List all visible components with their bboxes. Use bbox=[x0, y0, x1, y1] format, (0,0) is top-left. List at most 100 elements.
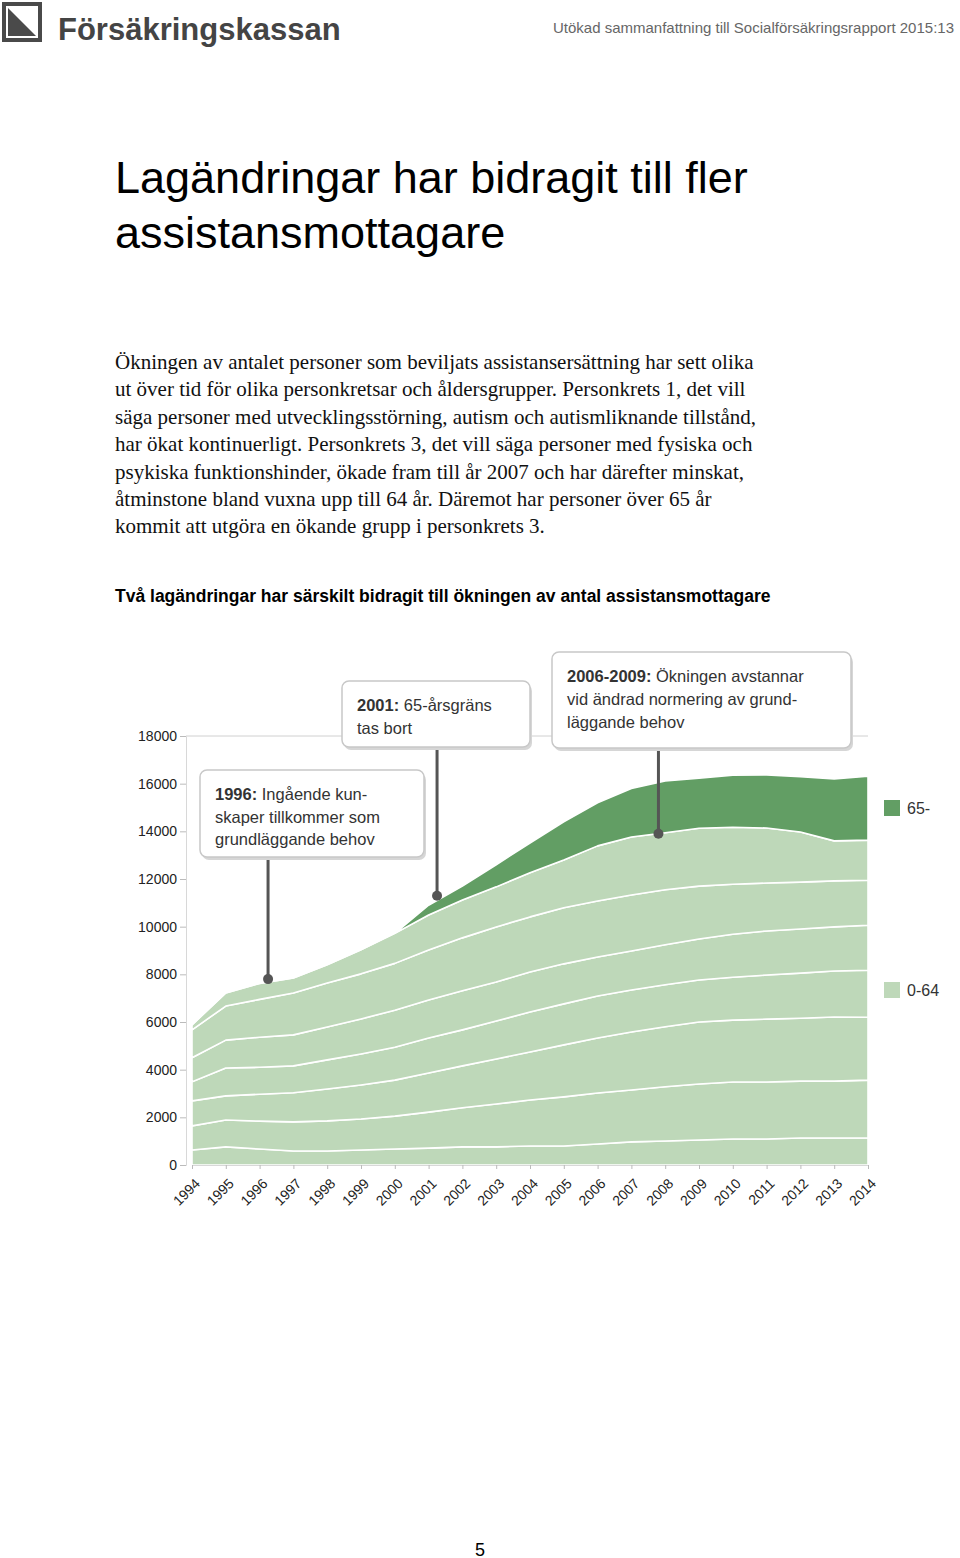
x-tick-label: 1999 bbox=[339, 1175, 372, 1208]
x-tick: 2004 bbox=[508, 1165, 541, 1209]
paragraph-line: säga personer med utvecklingsstörning, a… bbox=[115, 405, 756, 429]
x-tick-mark bbox=[834, 1165, 835, 1169]
legend-label: 0-64 bbox=[907, 982, 939, 999]
x-tick-label: 1995 bbox=[204, 1175, 237, 1208]
x-tick-mark bbox=[361, 1165, 362, 1169]
y-tick-mark bbox=[180, 1117, 186, 1118]
x-tick: 2009 bbox=[677, 1165, 710, 1209]
x-tick-label: 2008 bbox=[643, 1175, 676, 1208]
x-tick-label: 2007 bbox=[609, 1175, 642, 1208]
x-tick-label: 2010 bbox=[711, 1175, 744, 1208]
x-tick-mark bbox=[733, 1165, 734, 1169]
x-tick-mark bbox=[226, 1165, 227, 1169]
x-tick-mark bbox=[699, 1165, 700, 1169]
y-tick-mark bbox=[180, 879, 186, 880]
x-tick: 2014 bbox=[846, 1165, 879, 1209]
x-tick-mark bbox=[800, 1165, 801, 1169]
legend: 65-0-64 bbox=[884, 800, 939, 999]
x-tick-label: 2002 bbox=[440, 1175, 473, 1208]
x-tick: 2013 bbox=[812, 1165, 845, 1209]
logo-text: Försäkringskassan bbox=[58, 12, 341, 47]
annotation-text: tas bort bbox=[357, 719, 412, 737]
chart-title: Två lagändringar har särskilt bidragit t… bbox=[115, 586, 771, 606]
y-tick: 0 bbox=[169, 1157, 186, 1173]
y-tick-mark bbox=[180, 784, 186, 785]
annotation-box bbox=[552, 652, 851, 748]
y-tick-mark bbox=[180, 974, 186, 975]
x-tick-label: 2000 bbox=[373, 1175, 406, 1208]
logo-icon bbox=[4, 4, 40, 40]
y-tick: 2000 bbox=[146, 1109, 186, 1125]
x-tick: 2011 bbox=[745, 1165, 778, 1208]
x-tick-mark bbox=[429, 1165, 430, 1169]
page: Försäkringskassan Utökad sammanfattning t… bbox=[0, 0, 960, 1558]
y-tick: 12000 bbox=[138, 871, 186, 887]
y-tick-label: 2000 bbox=[146, 1109, 177, 1125]
callout-dot bbox=[263, 974, 273, 984]
x-tick-mark bbox=[462, 1165, 463, 1169]
x-tick: 2012 bbox=[778, 1165, 811, 1209]
page-title: Lagändringar har bidragit till fler bbox=[115, 152, 748, 203]
x-tick-label: 2006 bbox=[575, 1175, 608, 1208]
callout-line bbox=[267, 857, 270, 979]
x-tick: 2007 bbox=[609, 1165, 642, 1209]
y-tick-mark bbox=[180, 736, 186, 737]
area-band bbox=[192, 775, 868, 1025]
x-tick-label: 1997 bbox=[271, 1175, 304, 1208]
annotation-text: skaper tillkommer som bbox=[215, 808, 380, 826]
page-title: assistansmottagare bbox=[115, 207, 505, 258]
y-tick-label: 16000 bbox=[138, 776, 177, 792]
x-tick-label: 1996 bbox=[237, 1175, 270, 1208]
paragraph-line: har ökat kontinuerligt. Personkrets 3, d… bbox=[115, 432, 753, 456]
x-tick-mark bbox=[260, 1165, 261, 1169]
x-tick-mark bbox=[327, 1165, 328, 1169]
y-tick-mark bbox=[180, 1022, 186, 1023]
x-tick-label: 2005 bbox=[542, 1175, 575, 1208]
y-axis: 0200040006000800010000120001400016000180… bbox=[138, 728, 186, 1173]
x-tick-label: 2012 bbox=[778, 1175, 811, 1208]
annotation-text: 1996: Ingående kun- bbox=[215, 785, 367, 803]
x-tick: 2006 bbox=[575, 1165, 608, 1209]
y-tick-mark bbox=[180, 831, 186, 832]
y-axis-line bbox=[180, 737, 187, 1166]
y-tick: 6000 bbox=[146, 1014, 186, 1030]
x-tick: 2005 bbox=[542, 1165, 575, 1209]
callout-dot bbox=[432, 891, 442, 901]
annotation-box bbox=[200, 770, 424, 857]
report-name: Utökad sammanfattning till Socialförsäkr… bbox=[553, 19, 954, 36]
x-tick-mark bbox=[598, 1165, 599, 1169]
x-tick-label: 1994 bbox=[170, 1175, 203, 1208]
paragraph-line: ut över tid för olika personkretsar och … bbox=[115, 377, 746, 401]
x-tick-mark bbox=[631, 1165, 632, 1169]
annotation-text: läggande behov bbox=[567, 713, 685, 731]
x-tick-label: 2014 bbox=[846, 1175, 879, 1208]
callout-dot bbox=[653, 829, 663, 839]
y-tick: 4000 bbox=[146, 1062, 186, 1078]
x-tick-mark bbox=[530, 1165, 531, 1169]
x-tick-label: 2011 bbox=[745, 1175, 778, 1208]
callout-line bbox=[657, 748, 660, 834]
x-tick-label: 1998 bbox=[305, 1175, 338, 1208]
x-tick-mark bbox=[192, 1165, 193, 1169]
x-tick: 1997 bbox=[271, 1165, 304, 1209]
logo-icon bbox=[8, 8, 36, 36]
x-tick: 1999 bbox=[339, 1165, 372, 1209]
x-tick-label: 2013 bbox=[812, 1175, 845, 1208]
x-tick-mark bbox=[395, 1165, 396, 1169]
plot-area bbox=[192, 775, 868, 1165]
annotations: 1996: Ingående kun-skaper tillkommer som… bbox=[200, 652, 853, 984]
x-tick-label: 2001 bbox=[406, 1175, 439, 1208]
legend-swatch bbox=[884, 982, 900, 998]
paragraph-line: psykiska funktionshinder, ökade fram til… bbox=[115, 460, 744, 484]
chart: 0200040006000800010000120001400016000180… bbox=[138, 728, 939, 1209]
x-tick-mark bbox=[665, 1165, 666, 1169]
y-tick: 14000 bbox=[138, 823, 186, 839]
x-axis-line bbox=[193, 1166, 869, 1170]
legend-swatch bbox=[884, 800, 900, 816]
x-tick: 2003 bbox=[474, 1165, 507, 1209]
x-tick: 2001 bbox=[406, 1165, 439, 1209]
x-tick-mark bbox=[767, 1165, 768, 1169]
y-tick-label: 8000 bbox=[146, 966, 177, 982]
annotation-text: 2001: 65-årsgräns bbox=[357, 696, 492, 714]
x-tick: 1994 bbox=[170, 1165, 203, 1209]
